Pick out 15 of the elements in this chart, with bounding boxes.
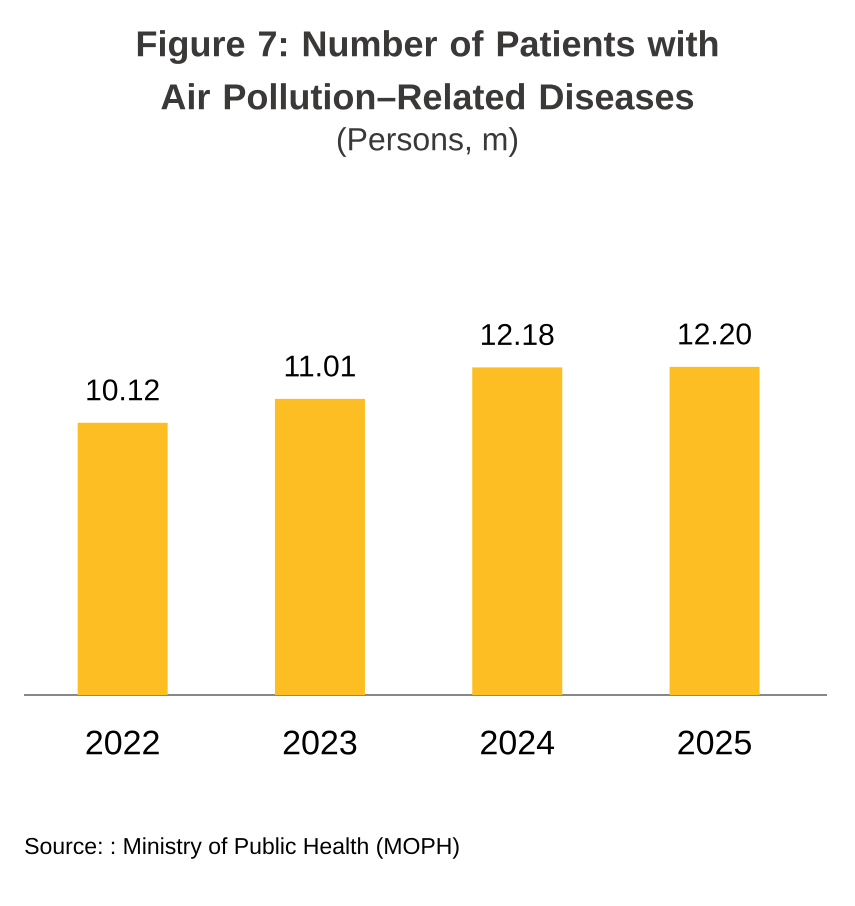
data-label: 10.12 (87, 379, 159, 401)
x-tick-label: 2025 (678, 730, 751, 755)
bar (274, 398, 365, 695)
data-label: 12.20 (679, 323, 751, 345)
data-label: 11.01 (286, 355, 355, 377)
x-tick-label: 2024 (481, 730, 554, 755)
bar (670, 366, 760, 695)
source-note: Source: : Ministry of Public Health (MOPH) (25, 837, 459, 859)
bar (78, 422, 168, 695)
bar (472, 367, 562, 695)
x-tick-label: 2022 (86, 730, 159, 755)
chart-subtitle: (Persons, m) (338, 127, 518, 157)
chart-title: Figure 7: Number of Patients with Air Pollution–Related Diseases (138, 30, 718, 110)
data-label: 12.18 (482, 324, 554, 346)
x-tick-label: 2023 (284, 730, 356, 755)
